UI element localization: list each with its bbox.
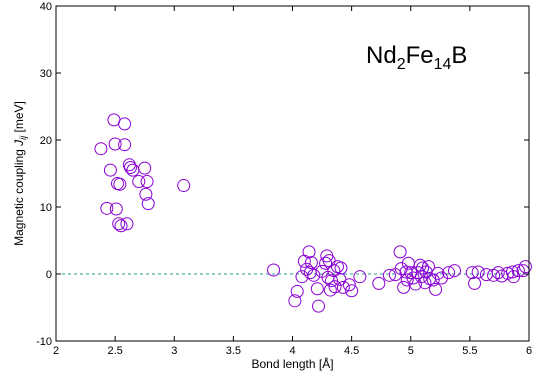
formula-element-fe: Fe	[406, 42, 434, 69]
y-tick-label: 0	[46, 269, 52, 281]
data-point	[342, 278, 356, 292]
data-point	[334, 261, 348, 275]
data-point	[468, 276, 482, 290]
data-point	[109, 202, 123, 216]
data-point	[465, 266, 479, 280]
data-point	[372, 276, 386, 290]
data-point	[429, 282, 443, 296]
data-point	[112, 217, 126, 231]
data-points-layer	[94, 113, 532, 313]
data-point	[114, 219, 128, 233]
data-point	[511, 264, 525, 278]
data-point	[110, 177, 124, 191]
data-point	[138, 161, 152, 175]
data-point	[312, 299, 326, 313]
data-point	[290, 284, 304, 298]
data-point	[123, 160, 137, 174]
data-point	[320, 249, 334, 263]
data-point	[118, 117, 132, 131]
data-point	[118, 138, 132, 152]
y-axis-label: Magnetic coupling Jij [meV]	[12, 101, 28, 246]
data-point	[140, 175, 154, 189]
data-point	[319, 256, 333, 270]
data-point	[327, 264, 341, 278]
data-point	[132, 175, 146, 189]
data-point	[431, 266, 445, 280]
data-point	[177, 179, 191, 193]
y-axis-label-symbol: J	[12, 139, 26, 147]
formula-subscript-fe: 14	[434, 56, 452, 73]
formula-subscript-nd: 2	[397, 56, 406, 73]
data-point	[310, 282, 324, 296]
data-point	[307, 268, 321, 282]
data-point	[328, 280, 342, 294]
y-tick-label: 40	[40, 1, 52, 13]
y-tick-label: -10	[36, 336, 52, 348]
y-axis-label-subscript: ij	[18, 135, 28, 140]
data-point	[416, 261, 430, 275]
formula-element-nd: Nd	[366, 42, 397, 69]
x-tick-label: 3.5	[226, 345, 241, 357]
x-tick-label: 5	[408, 345, 414, 357]
x-tick-label: 4.5	[344, 345, 359, 357]
data-point	[345, 284, 359, 298]
data-point	[411, 266, 425, 280]
data-point	[397, 280, 411, 294]
y-tick-label: 10	[40, 202, 52, 214]
data-point	[325, 274, 339, 288]
y-axis-label-suffix: [meV]	[12, 101, 26, 136]
x-axis-label: Bond length [Å]	[251, 356, 333, 371]
y-axis-label-prefix: Magnetic coupling	[12, 146, 26, 246]
data-point	[505, 265, 519, 279]
data-point	[382, 268, 396, 282]
data-point	[518, 260, 532, 274]
data-point	[103, 163, 117, 177]
data-point	[108, 137, 122, 151]
y-tick-label: 20	[40, 135, 52, 147]
data-point	[304, 256, 318, 270]
data-point	[418, 276, 432, 290]
y-tick-label: 30	[40, 68, 52, 80]
data-point	[426, 273, 440, 287]
data-point	[414, 270, 428, 284]
data-point	[302, 245, 316, 259]
x-tick-label: 2	[53, 345, 59, 357]
ticks-layer: 2 2.5 3 3.5 4 4.5 5 5.5 6 -10 0 10 20 30 40	[36, 1, 532, 357]
data-point	[120, 217, 134, 231]
x-tick-label: 3	[171, 345, 177, 357]
data-point	[393, 245, 407, 259]
data-point	[442, 266, 456, 280]
data-point	[100, 201, 114, 215]
data-point	[394, 262, 408, 276]
x-tick-label: 2.5	[107, 345, 122, 357]
data-point	[336, 280, 350, 294]
data-point	[94, 142, 108, 156]
x-tick-label: 6	[526, 345, 532, 357]
data-point	[267, 263, 281, 277]
formula-element-b: B	[451, 42, 467, 69]
data-point	[406, 271, 420, 285]
x-tick-label: 4	[289, 345, 295, 357]
data-point	[113, 177, 127, 191]
data-point	[434, 271, 448, 285]
data-point	[491, 266, 505, 280]
data-point	[448, 264, 462, 278]
data-point	[141, 197, 155, 211]
x-tick-label: 5.5	[462, 345, 477, 357]
compound-formula-annotation: Nd2Fe14B	[366, 42, 467, 73]
data-point	[288, 294, 302, 308]
data-point	[400, 273, 414, 287]
data-point	[323, 283, 337, 297]
data-point	[353, 270, 367, 284]
data-point	[139, 187, 153, 201]
data-point	[471, 265, 485, 279]
